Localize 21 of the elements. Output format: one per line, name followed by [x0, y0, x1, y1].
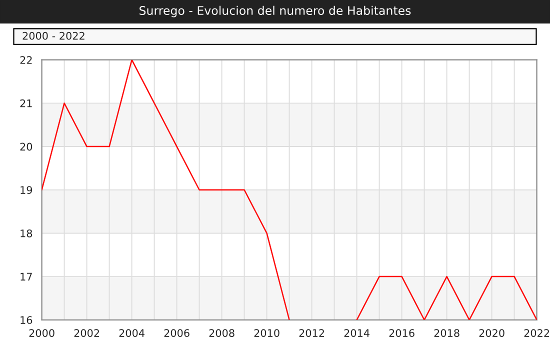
x-tick-label: 2002	[74, 329, 100, 337]
text: 2000 - 2022	[22, 32, 84, 40]
y-tick-label: 20	[20, 142, 32, 151]
x-tick-label: 2014	[344, 329, 370, 337]
x-tick-label: 2010	[254, 329, 280, 337]
x-tick-label: 2022	[524, 329, 550, 337]
x-tick-label: 2000	[29, 329, 54, 337]
x-tick-label: 2006	[164, 329, 190, 337]
y-tick-label: 16	[20, 316, 32, 324]
x-tick-label: 2020	[479, 329, 504, 337]
x-tick-label: 2012	[299, 329, 324, 337]
x-tick-label: 2004	[119, 329, 144, 337]
chart-title: Surrego - Evolucion del numero de Habitantes	[140, 6, 411, 18]
y-tick-label: 18	[20, 229, 32, 238]
y-tick-label: 22	[20, 56, 32, 64]
y-tick-label: 21	[20, 99, 32, 108]
x-tick-label: 2008	[209, 329, 234, 337]
y-tick-label: 17	[20, 272, 32, 281]
x-tick-label: 2016	[389, 329, 414, 337]
x-tick-label: 2018	[434, 329, 460, 337]
y-tick-label: 19	[20, 186, 32, 194]
